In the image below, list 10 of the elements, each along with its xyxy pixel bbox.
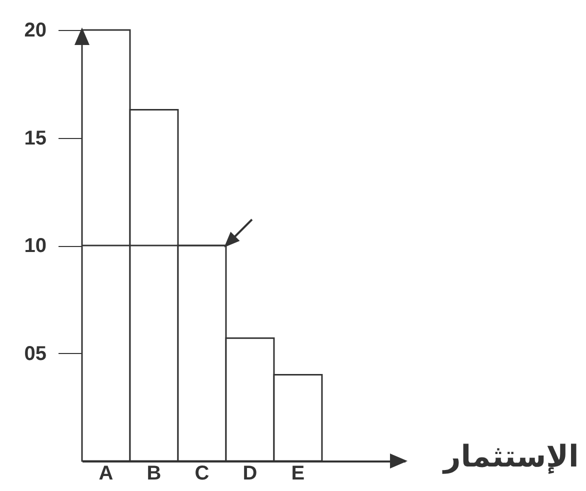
- x-tick-label: D: [242, 462, 258, 484]
- y-tick-label: 15: [24, 127, 46, 150]
- x-axis-title: الإستثمار: [442, 440, 579, 474]
- y-tick-label: 20: [24, 20, 46, 42]
- y-tick-label: 05: [24, 342, 46, 365]
- y-tick-label: 10: [24, 235, 46, 257]
- x-tick-label: A: [98, 462, 114, 484]
- x-tick-label: C: [194, 462, 210, 484]
- x-tick-label: E: [291, 462, 305, 484]
- x-tick-label: B: [146, 462, 162, 484]
